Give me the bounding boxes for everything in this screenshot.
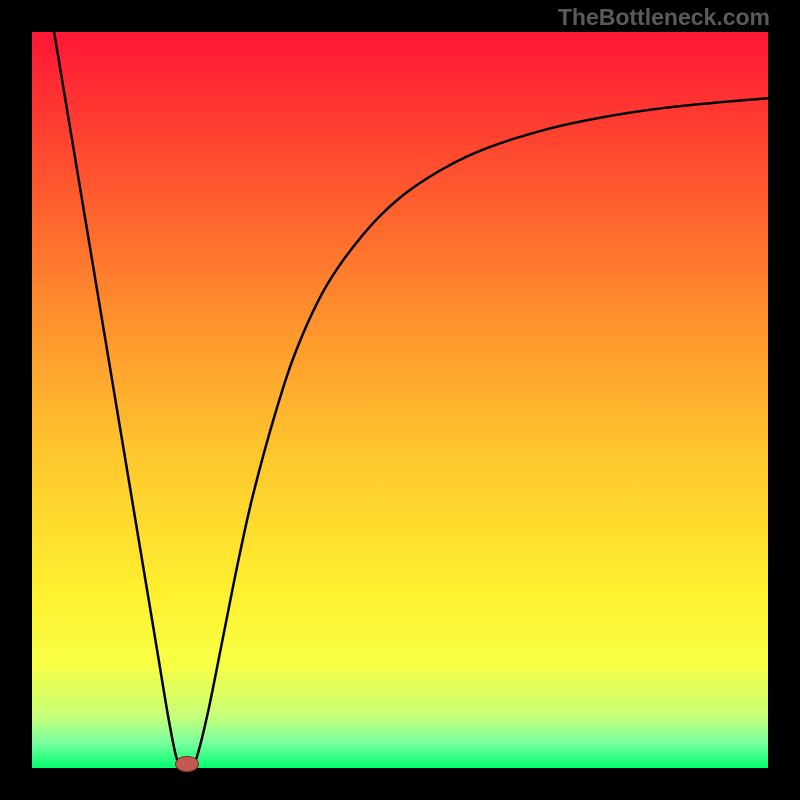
chart-frame: TheBottleneck.com — [0, 0, 800, 800]
optimal-point-marker — [175, 756, 199, 772]
plot-area — [32, 32, 768, 768]
bottleneck-curve — [32, 32, 768, 768]
watermark-text: TheBottleneck.com — [558, 4, 770, 31]
